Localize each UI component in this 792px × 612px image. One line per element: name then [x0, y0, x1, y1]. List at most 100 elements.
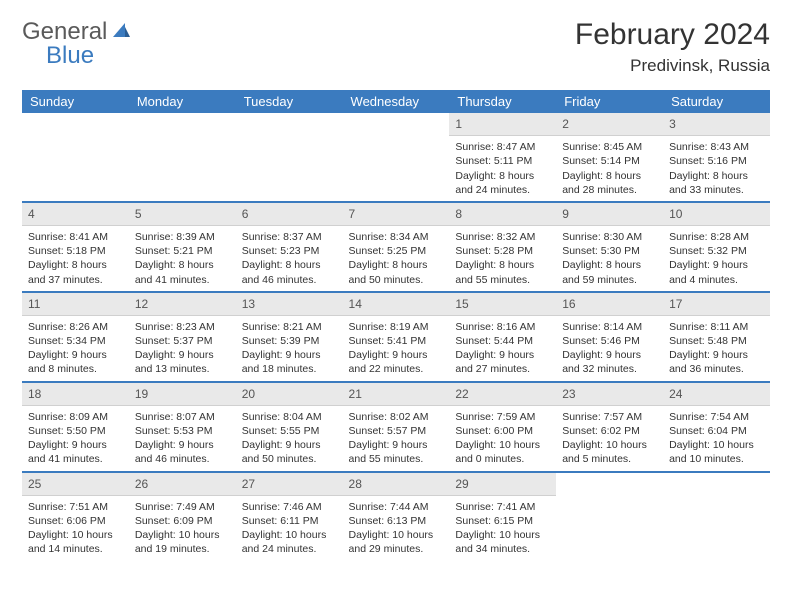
calendar-week: 18Sunrise: 8:09 AMSunset: 5:50 PMDayligh…	[22, 383, 770, 472]
day-details: Sunrise: 7:54 AMSunset: 6:04 PMDaylight:…	[663, 406, 770, 471]
day-number: 17	[663, 293, 770, 316]
sunrise-text: Sunrise: 8:28 AM	[669, 230, 764, 244]
sunrise-text: Sunrise: 7:51 AM	[28, 500, 123, 514]
day-details: Sunrise: 7:44 AMSunset: 6:13 PMDaylight:…	[343, 496, 450, 561]
sunrise-text: Sunrise: 8:37 AM	[242, 230, 337, 244]
day-number: 26	[129, 473, 236, 496]
day-details: Sunrise: 8:09 AMSunset: 5:50 PMDaylight:…	[22, 406, 129, 471]
daylight-text: Daylight: 8 hours and 50 minutes.	[349, 258, 444, 286]
calendar-day: 28Sunrise: 7:44 AMSunset: 6:13 PMDayligh…	[343, 473, 450, 561]
day-details: Sunrise: 7:59 AMSunset: 6:00 PMDaylight:…	[449, 406, 556, 471]
day-number: 11	[22, 293, 129, 316]
day-details: Sunrise: 8:16 AMSunset: 5:44 PMDaylight:…	[449, 316, 556, 381]
calendar-day: 9Sunrise: 8:30 AMSunset: 5:30 PMDaylight…	[556, 203, 663, 292]
sunset-text: Sunset: 5:30 PM	[562, 244, 657, 258]
calendar-day: 1Sunrise: 8:47 AMSunset: 5:11 PMDaylight…	[449, 113, 556, 202]
calendar-day: 4 Sunrise: 8:41 AMSunset: 5:18 PMDaylight…	[22, 203, 129, 292]
day-number: 7	[343, 203, 450, 226]
day-details: Sunrise: 8:04 AMSunset: 5:55 PMDaylight:…	[236, 406, 343, 471]
day-number: 14	[343, 293, 450, 316]
day-number: 19	[129, 383, 236, 406]
day-details: Sunrise: 8:23 AMSunset: 5:37 PMDaylight:…	[129, 316, 236, 381]
day-details: Sunrise: 8:26 AMSunset: 5:34 PMDaylight:…	[22, 316, 129, 381]
sunset-text: Sunset: 5:37 PM	[135, 334, 230, 348]
sunset-text: Sunset: 6:09 PM	[135, 514, 230, 528]
day-details: Sunrise: 8:37 AMSunset: 5:23 PMDaylight:…	[236, 226, 343, 291]
daylight-text: Daylight: 10 hours and 24 minutes.	[242, 528, 337, 556]
sunrise-text: Sunrise: 8:30 AM	[562, 230, 657, 244]
daylight-text: Daylight: 8 hours and 33 minutes.	[669, 169, 764, 197]
logo-text-blue: Blue	[46, 42, 94, 70]
sunrise-text: Sunrise: 8:19 AM	[349, 320, 444, 334]
calendar-day: 17Sunrise: 8:11 AMSunset: 5:48 PMDayligh…	[663, 293, 770, 382]
daylight-text: Daylight: 8 hours and 24 minutes.	[455, 169, 550, 197]
sunrise-text: Sunrise: 8:16 AM	[455, 320, 550, 334]
sunset-text: Sunset: 5:55 PM	[242, 424, 337, 438]
calendar-week: 25 Sunrise: 7:51 AMSunset: 6:06 PM Dayligh…	[22, 473, 770, 561]
calendar-day: 18Sunrise: 8:09 AMSunset: 5:50 PMDayligh…	[22, 383, 129, 472]
calendar-day	[22, 113, 129, 202]
calendar-day: 24Sunrise: 7:54 AMSunset: 6:04 PMDayligh…	[663, 383, 770, 472]
day-details: Sunrise: 8:43 AMSunset: 5:16 PMDaylight:…	[663, 136, 770, 201]
sunset-text: Sunset: 6:15 PM	[455, 514, 550, 528]
sunset-text: Sunset: 6:06 PM	[28, 514, 123, 528]
calendar-day: 21Sunrise: 8:02 AMSunset: 5:57 PMDayligh…	[343, 383, 450, 472]
day-details: Sunrise: 8:39 AMSunset: 5:21 PMDaylight:…	[129, 226, 236, 291]
sunset-text: Sunset: 6:00 PM	[455, 424, 550, 438]
day-details: Sunrise: 8:32 AMSunset: 5:28 PMDaylight:…	[449, 226, 556, 291]
sunrise-text: Sunrise: 8:45 AM	[562, 140, 657, 154]
sunrise-text: Sunrise: 7:59 AM	[455, 410, 550, 424]
daylight-text: Daylight: 10 hours and 5 minutes.	[562, 438, 657, 466]
daylight-text: Daylight: 9 hours and 36 minutes.	[669, 348, 764, 376]
day-number: 24	[663, 383, 770, 406]
sunrise-text: Sunrise: 7:46 AM	[242, 500, 337, 514]
weekday-header: Saturday	[663, 90, 770, 113]
sunset-text: Sunset: 5:16 PM	[669, 154, 764, 168]
sunrise-text: Sunrise: 7:49 AM	[135, 500, 230, 514]
sunrise-text: Sunrise: 8:41 AM	[28, 230, 123, 244]
day-details: Sunrise: 8:45 AMSunset: 5:14 PMDaylight:…	[556, 136, 663, 201]
day-number: 20	[236, 383, 343, 406]
daylight-text: Daylight: 10 hours and 34 minutes.	[455, 528, 550, 556]
sunrise-text: Sunrise: 8:11 AM	[669, 320, 764, 334]
day-number: 6	[236, 203, 343, 226]
title-block: February 2024 Predivinsk, Russia	[575, 18, 770, 76]
daylight-text: Daylight: 8 hours and 37 minutes.	[28, 258, 123, 286]
day-number: 18	[22, 383, 129, 406]
sunset-text: Sunset: 5:48 PM	[669, 334, 764, 348]
day-number: 29	[449, 473, 556, 496]
daylight-text: Daylight: 8 hours and 41 minutes.	[135, 258, 230, 286]
day-number: 10	[663, 203, 770, 226]
calendar-day: 26 Sunrise: 7:49 AMSunset: 6:09 PMDayligh…	[129, 473, 236, 561]
calendar-day	[663, 473, 770, 561]
day-details: Sunrise: 8:28 AMSunset: 5:32 PMDaylight:…	[663, 226, 770, 291]
weekday-header: Monday	[129, 90, 236, 113]
calendar-day: 2Sunrise: 8:45 AMSunset: 5:14 PMDaylight…	[556, 113, 663, 202]
day-details: Sunrise: 8:07 AMSunset: 5:53 PMDaylight:…	[129, 406, 236, 471]
day-number: 22	[449, 383, 556, 406]
sunset-text: Sunset: 5:46 PM	[562, 334, 657, 348]
sunset-text: Sunset: 5:18 PM	[28, 244, 123, 258]
daylight-text: Daylight: 9 hours and 27 minutes.	[455, 348, 550, 376]
sunrise-text: Sunrise: 8:02 AM	[349, 410, 444, 424]
sunset-text: Sunset: 5:28 PM	[455, 244, 550, 258]
sunrise-text: Sunrise: 8:04 AM	[242, 410, 337, 424]
calendar-day: 5Sunrise: 8:39 AMSunset: 5:21 PMDaylight…	[129, 203, 236, 292]
day-details: Sunrise: 8:11 AMSunset: 5:48 PMDaylight:…	[663, 316, 770, 381]
day-details: Sunrise: 8:21 AMSunset: 5:39 PMDaylight:…	[236, 316, 343, 381]
day-number: 2	[556, 113, 663, 136]
day-number: 25	[22, 473, 129, 496]
calendar-day: 6Sunrise: 8:37 AMSunset: 5:23 PMDaylight…	[236, 203, 343, 292]
calendar-day: 8Sunrise: 8:32 AMSunset: 5:28 PMDaylight…	[449, 203, 556, 292]
sunset-text: Sunset: 5:53 PM	[135, 424, 230, 438]
calendar-week: 4Sunrise: 8:41 AMSunset: 5:18 PMDaylight…	[22, 203, 770, 292]
daylight-text: Daylight: 10 hours and 19 minutes.	[135, 528, 230, 556]
calendar-day: 23Sunrise: 7:57 AMSunset: 6:02 PMDayligh…	[556, 383, 663, 472]
day-number: 4	[22, 203, 129, 226]
calendar-day: 7Sunrise: 8:34 AMSunset: 5:25 PMDaylight…	[343, 203, 450, 292]
day-number: 21	[343, 383, 450, 406]
day-number: 8	[449, 203, 556, 226]
sunset-text: Sunset: 5:23 PM	[242, 244, 337, 258]
sunset-text: Sunset: 5:32 PM	[669, 244, 764, 258]
sunset-text: Sunset: 5:57 PM	[349, 424, 444, 438]
